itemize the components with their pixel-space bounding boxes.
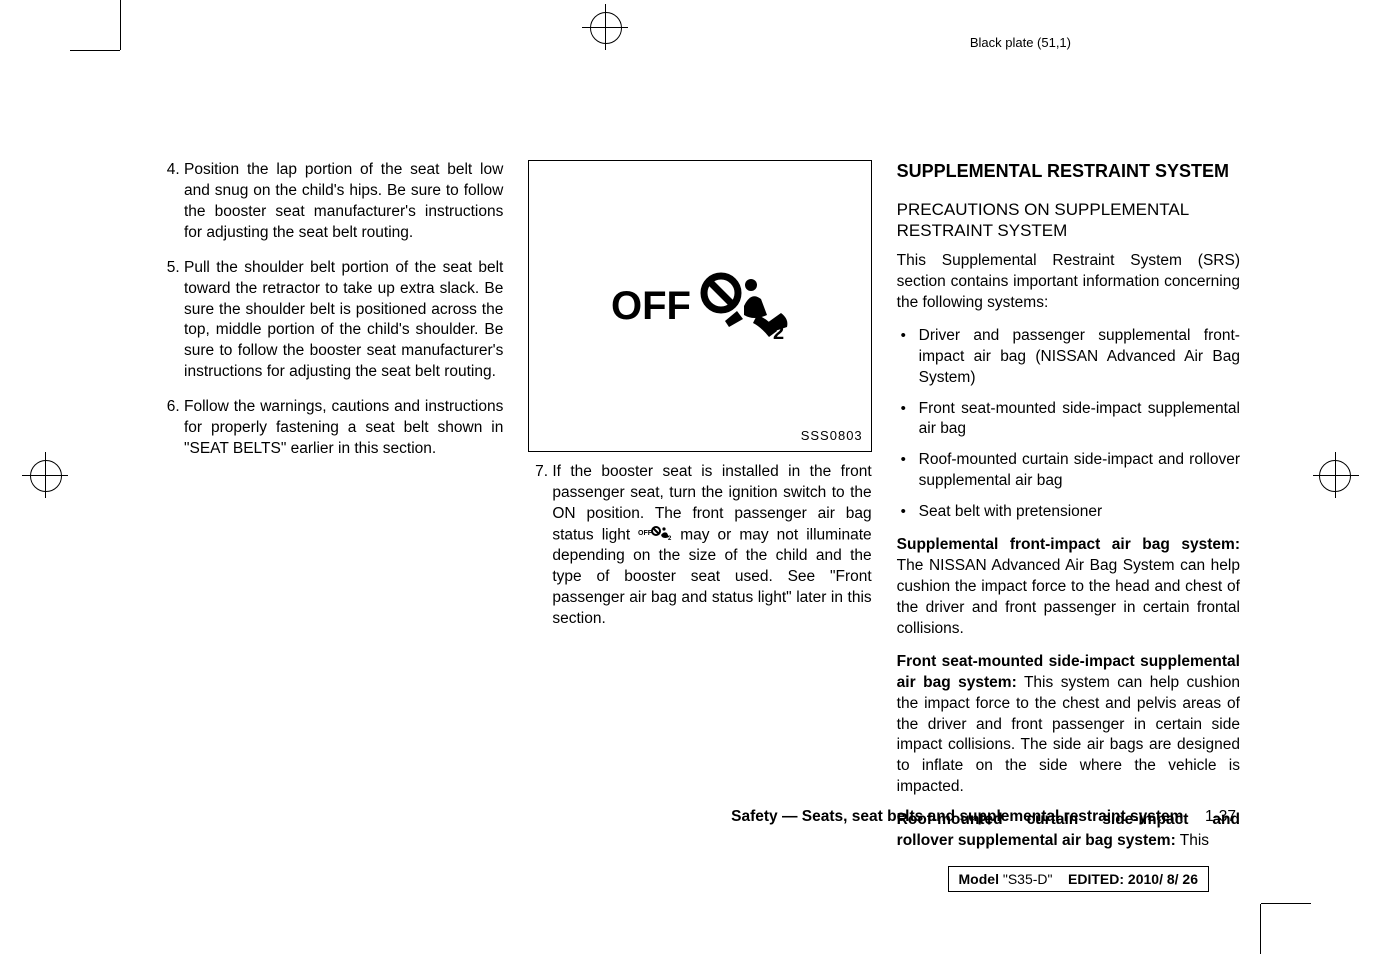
registration-mark bbox=[30, 460, 62, 492]
paragraph: Supplemental front-impact air bag system… bbox=[897, 535, 1240, 640]
list-item: If the booster seat is installed in the … bbox=[552, 462, 871, 630]
figure-label: SSS0803 bbox=[801, 427, 863, 445]
figure-box: OFF 2 SSS0803 bbox=[528, 160, 871, 452]
footer-page-number: 1-37 bbox=[1205, 808, 1236, 825]
off-text: OFF bbox=[611, 279, 691, 333]
main-heading: SUPPLEMENTAL RESTRAINT SYSTEM bbox=[897, 160, 1240, 183]
sub-heading: PRECAUTIONS ON SUPPLEMENTAL RESTRAINT SY… bbox=[897, 199, 1240, 242]
column-1: Position the lap portion of the seat bel… bbox=[160, 160, 503, 864]
page: Black plate (51,1) Position the lap port… bbox=[0, 0, 1381, 954]
bullet-item: Driver and passenger supplemental front-… bbox=[897, 326, 1240, 389]
bullet-item: Front seat-mounted side-impact supplemen… bbox=[897, 399, 1240, 441]
instruction-list: Position the lap portion of the seat bel… bbox=[160, 160, 503, 460]
header-plate-text: Black plate (51,1) bbox=[970, 35, 1071, 50]
para-bold: Supplemental front-impact air bag system… bbox=[897, 536, 1240, 553]
svg-text:2: 2 bbox=[668, 536, 672, 541]
registration-mark bbox=[582, 27, 628, 28]
crop-mark bbox=[1260, 904, 1261, 954]
registration-mark bbox=[1313, 475, 1359, 476]
crop-mark bbox=[120, 0, 121, 50]
footer-model-label: Model bbox=[959, 871, 1003, 887]
bullet-item: Roof-mounted curtain side-impact and rol… bbox=[897, 450, 1240, 492]
footer-model-code: "S35-D" bbox=[1003, 871, 1053, 887]
inline-airbag-off-icon: OFF 2 bbox=[638, 525, 672, 546]
intro-paragraph: This Supplemental Restraint System (SRS)… bbox=[897, 251, 1240, 314]
instruction-list: If the booster seat is installed in the … bbox=[528, 462, 871, 630]
airbag-off-graphic: OFF 2 bbox=[611, 271, 789, 341]
content-columns: Position the lap portion of the seat bel… bbox=[160, 160, 1240, 864]
footer-section-title: Safety — Seats, seat belts and supplemen… bbox=[731, 808, 1183, 825]
paragraph: Front seat-mounted side-impact supplemen… bbox=[897, 652, 1240, 798]
para-text: The NISSAN Advanced Air Bag System can h… bbox=[897, 557, 1240, 637]
svg-text:2: 2 bbox=[773, 322, 784, 341]
footer-edited-date: EDITED: 2010/ 8/ 26 bbox=[1068, 871, 1198, 887]
list-item: Pull the shoulder belt portion of the se… bbox=[184, 258, 503, 384]
list-item: Follow the warnings, cautions and instru… bbox=[184, 397, 503, 460]
crop-mark bbox=[1261, 903, 1311, 904]
airbag-off-icon: 2 bbox=[699, 271, 789, 341]
para-text: This bbox=[1176, 832, 1209, 849]
column-2: OFF 2 SSS0803 If the boos bbox=[528, 160, 871, 864]
registration-mark bbox=[22, 475, 68, 476]
registration-mark bbox=[590, 12, 622, 44]
bullet-list: Driver and passenger supplemental front-… bbox=[897, 326, 1240, 523]
para-text: This system can help cushion the impact … bbox=[897, 674, 1240, 796]
footer-model-box: Model "S35-D" EDITED: 2010/ 8/ 26 bbox=[948, 866, 1209, 892]
footer-section-line: Safety — Seats, seat belts and supplemen… bbox=[731, 808, 1236, 826]
column-3: SUPPLEMENTAL RESTRAINT SYSTEM PRECAUTION… bbox=[897, 160, 1240, 864]
bullet-item: Seat belt with pretensioner bbox=[897, 502, 1240, 523]
list-item: Position the lap portion of the seat bel… bbox=[184, 160, 503, 244]
crop-mark bbox=[70, 50, 120, 51]
svg-text:OFF: OFF bbox=[638, 530, 653, 537]
